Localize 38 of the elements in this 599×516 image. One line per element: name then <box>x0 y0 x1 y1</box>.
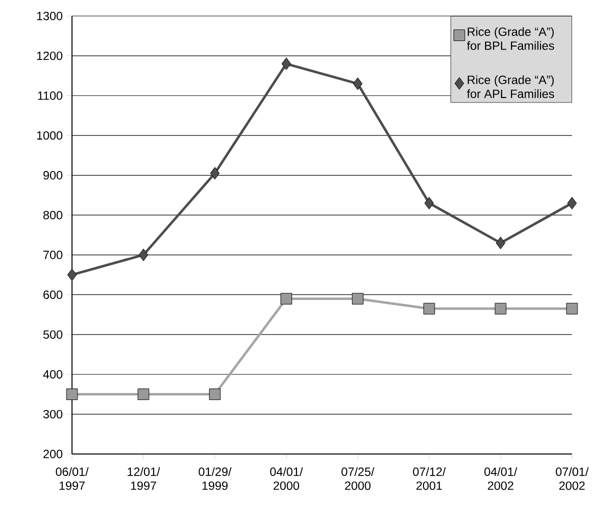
y-tick-label: 400 <box>43 370 62 379</box>
point <box>424 196 434 210</box>
y-tick-label: 1300 <box>37 12 62 20</box>
y-tick-label: 800 <box>43 210 62 220</box>
point <box>282 58 292 70</box>
x-tick-label: 07/01/ 2002 <box>556 467 589 490</box>
x-tick-label: 06/01/ 1997 <box>56 467 89 490</box>
y-tick-label: 1000 <box>37 131 62 140</box>
point <box>66 388 78 400</box>
x-tick-label: 04/01/ 2000 <box>270 467 303 490</box>
legend-label: Rice (Grade “A”) for BPL Families <box>466 27 554 50</box>
point <box>210 167 220 180</box>
y-tick-label: 900 <box>43 171 62 180</box>
point <box>566 302 578 314</box>
legend-label: Rice (Grade “A”) for APL Families <box>466 75 554 98</box>
y-tick-label: 1200 <box>37 52 62 60</box>
x-tick-label: 12/01/ 1997 <box>128 467 160 490</box>
point <box>138 248 148 262</box>
point <box>423 302 435 314</box>
point <box>138 388 150 400</box>
point <box>352 292 364 304</box>
point <box>567 196 577 210</box>
point <box>494 302 506 314</box>
y-tick-label: 200 <box>43 450 62 458</box>
x-tick-label: 07/12/ 2001 <box>412 467 446 490</box>
point <box>352 77 362 90</box>
x-tick-label: 01/29/ 1999 <box>198 467 232 490</box>
x-tick-label: 07/25/ 2000 <box>342 467 374 490</box>
point <box>280 292 292 304</box>
y-tick-label: 300 <box>43 410 62 418</box>
x-tick-label: 04/01/ 2002 <box>484 467 518 490</box>
y-tick-label: 700 <box>43 250 62 260</box>
y-tick-label: 500 <box>43 330 62 339</box>
y-tick-label: 600 <box>43 290 62 299</box>
y-tick-label: 1100 <box>38 91 62 100</box>
point <box>209 388 221 400</box>
point <box>496 236 506 250</box>
point <box>67 268 77 282</box>
